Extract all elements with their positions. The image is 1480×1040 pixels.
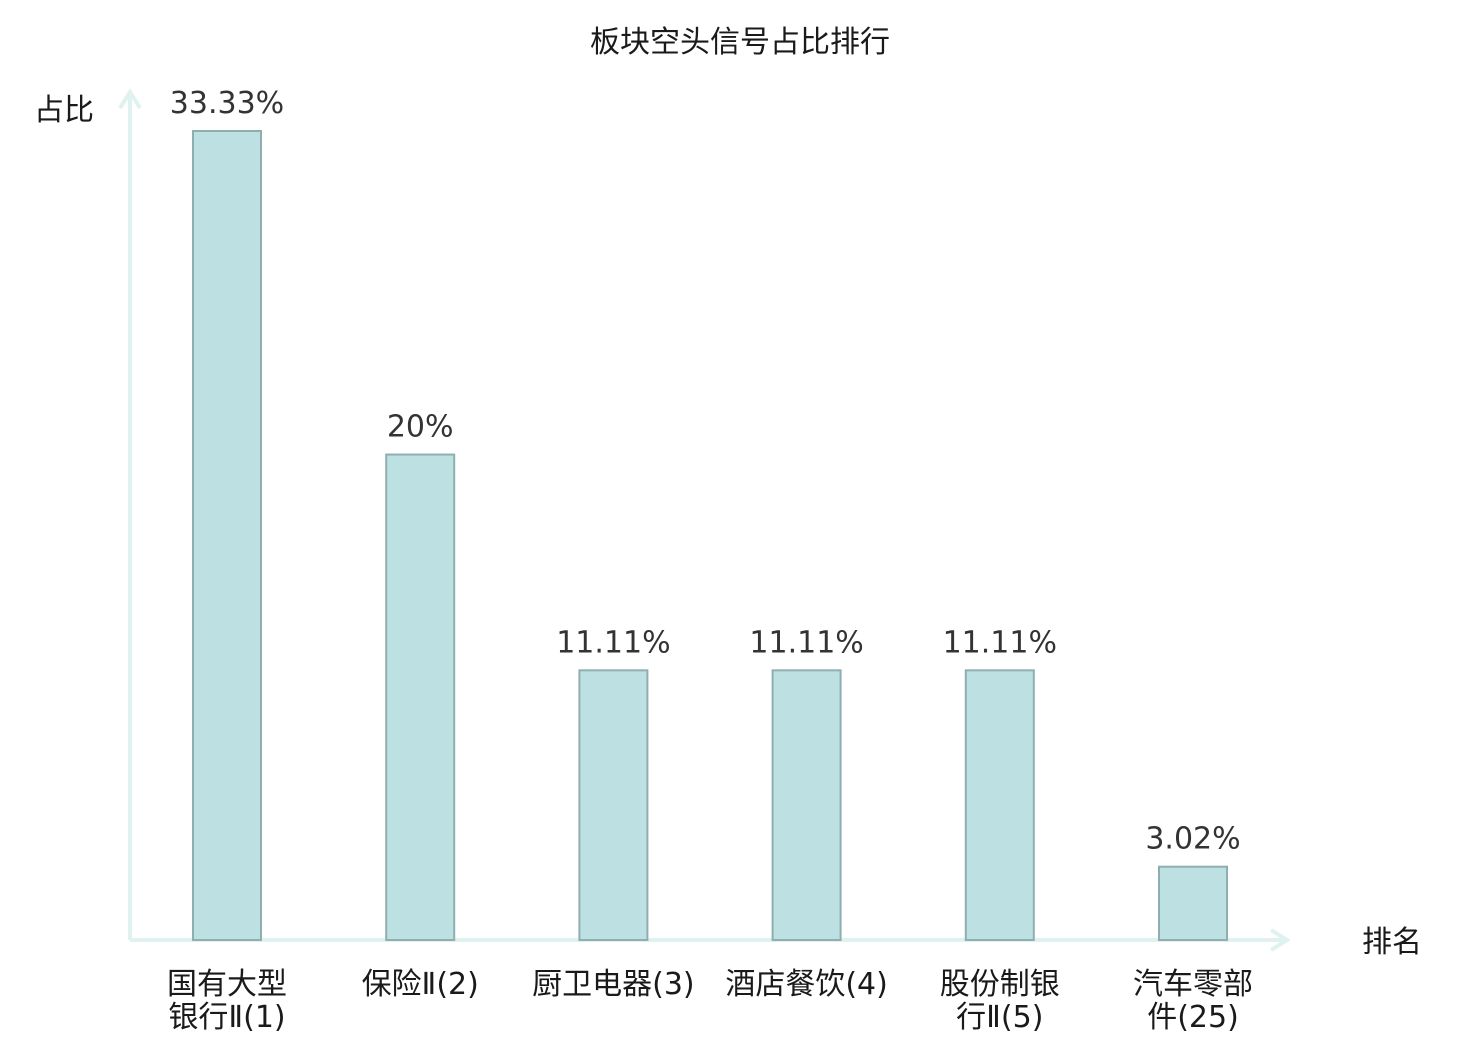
bar (771, 669, 842, 941)
category-tick-label: 厨卫电器(3) (532, 967, 695, 1002)
bar (1158, 865, 1228, 941)
bar-value-label: 3.02% (1145, 822, 1240, 857)
bar-value-label: 11.11% (943, 625, 1057, 660)
category-tick-label: 股份制银 (940, 967, 1060, 1002)
bar (192, 130, 262, 941)
bar-value-label: 33.33% (170, 86, 284, 121)
category-tick-label: 行Ⅱ(5) (956, 1000, 1043, 1035)
y-axis-arrow (118, 88, 142, 110)
category-tick-label: 酒店餐饮(4) (725, 967, 888, 1002)
bar (385, 453, 456, 941)
bar-value-label: 11.11% (749, 625, 863, 660)
bar (578, 669, 649, 941)
bar-value-label: 11.11% (556, 625, 670, 660)
chart-title: 板块空头信号占比排行 (590, 25, 890, 60)
category-tick-label: 汽车零部 (1133, 967, 1253, 1002)
x-axis-arrow (1269, 928, 1291, 952)
category-tick-label: 保险Ⅱ(2) (362, 967, 479, 1002)
bar-value-label: 20% (387, 410, 454, 445)
bar (964, 669, 1035, 941)
x-axis-label: 排名 (1362, 925, 1422, 960)
category-tick-label: 国有大型 (167, 967, 287, 1002)
category-tick-label: 银行Ⅱ(1) (168, 1000, 285, 1035)
category-tick-label: 件(25) (1147, 1000, 1239, 1035)
y-axis-label: 占比 (34, 93, 94, 128)
